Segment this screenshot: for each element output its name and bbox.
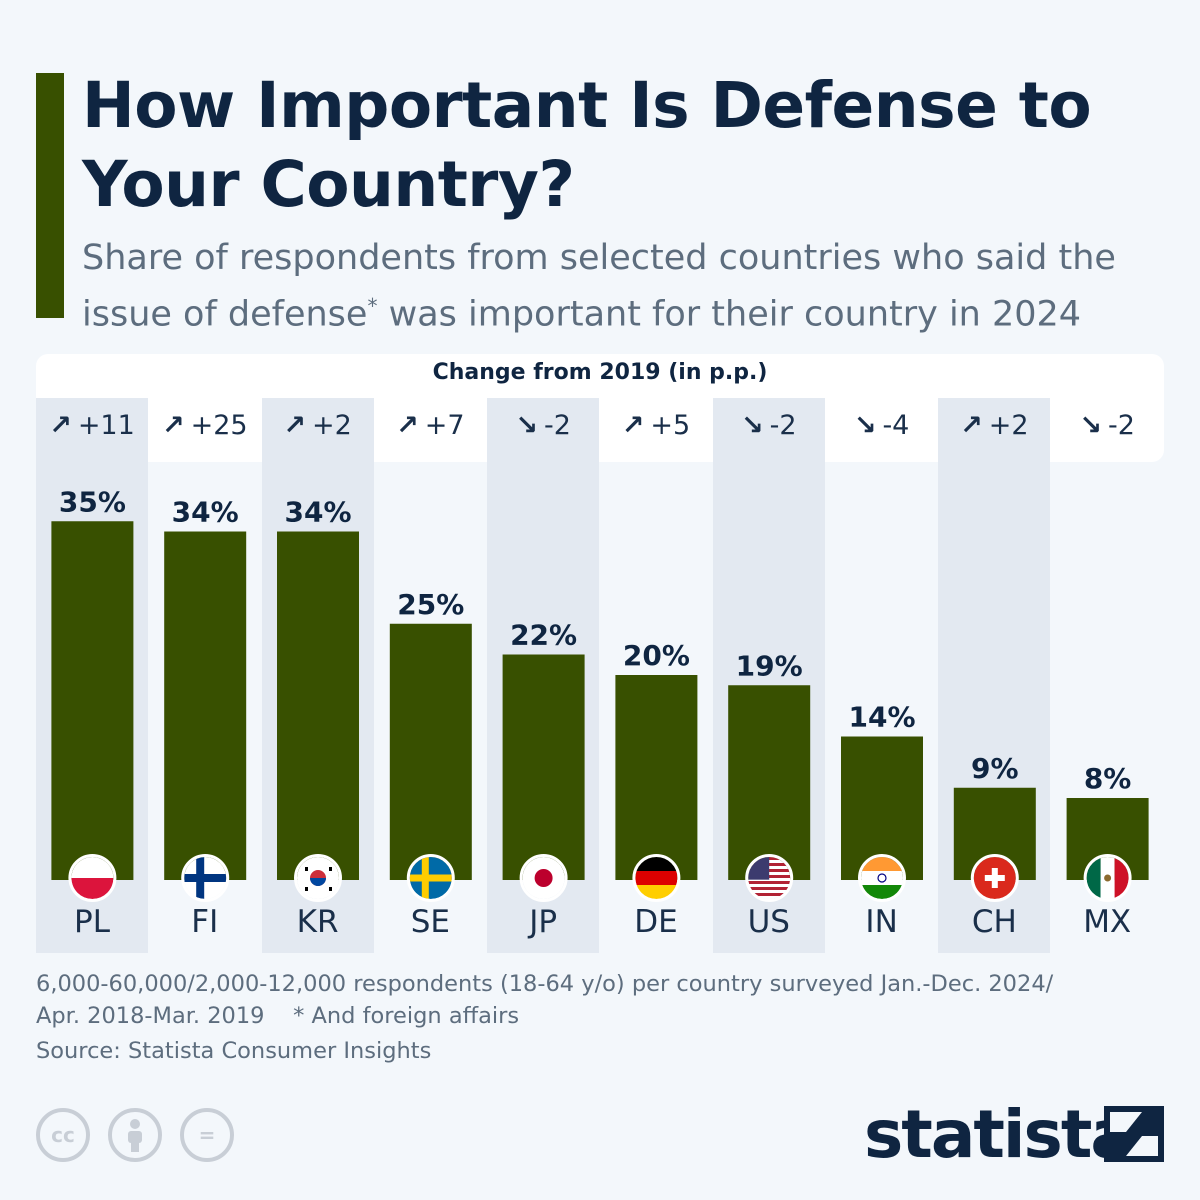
value-label: 9% — [971, 752, 1019, 785]
flag-ch-icon — [970, 854, 1019, 902]
bar-group: 8% — [1066, 762, 1149, 902]
change-value-text: +7 — [424, 410, 465, 441]
bar-group: 14% — [841, 701, 923, 902]
bar-pl — [51, 521, 134, 880]
bar-group: 9% — [953, 752, 1036, 902]
arrow-down-right-icon: ↘ — [1079, 410, 1103, 441]
arrow-down-right-icon: ↘ — [853, 410, 877, 441]
bar-group: 25% — [389, 588, 472, 902]
subtitle-text-end: was important for their country in 2024 — [377, 294, 1082, 335]
value-label: 35% — [59, 485, 126, 518]
change-value: ↗ +2 — [262, 410, 374, 441]
subtitle-footnote-mark: * — [367, 294, 378, 318]
value-label: 22% — [510, 619, 577, 652]
bar-kr — [277, 531, 359, 880]
change-value-text: +2 — [312, 410, 352, 441]
country-code-label: MX — [1083, 904, 1132, 940]
arrow-up-right-icon: ↗ — [49, 410, 72, 441]
change-value: ↗ +11 — [36, 410, 148, 441]
change-value-text: -4 — [882, 410, 910, 441]
methodology-note-line-2: Apr. 2018-Mar. 2019 * And foreign affair… — [36, 1003, 520, 1029]
change-value: ↘ -4 — [826, 410, 938, 441]
flag-mx-icon — [1083, 854, 1132, 902]
change-value: ↘ -2 — [1051, 410, 1163, 441]
flag-us-icon — [745, 854, 794, 902]
value-label: 34% — [172, 496, 239, 529]
value-label: 19% — [736, 649, 803, 682]
bar-group: 34% — [164, 496, 247, 902]
value-label: 20% — [623, 639, 690, 672]
methodology-note-line-1: 6,000-60,000/2,000-12,000 respondents (1… — [36, 971, 1054, 997]
arrow-up-right-icon: ↗ — [396, 410, 419, 441]
cc-license-icon[interactable]: cc — [36, 1108, 90, 1162]
change-value: ↘ -2 — [487, 410, 599, 441]
value-label: 14% — [848, 701, 915, 734]
flag-de-icon — [632, 854, 681, 902]
change-value-text: -2 — [769, 410, 797, 441]
attribution-icon[interactable] — [108, 1108, 162, 1162]
change-value: ↗ +7 — [374, 410, 486, 441]
bar-group: 34% — [277, 496, 359, 902]
bar-group: 35% — [51, 485, 134, 902]
country-code-label: SE — [410, 904, 451, 940]
change-value-text: -2 — [544, 410, 571, 441]
flag-pl-icon — [68, 854, 117, 902]
bar-group: 19% — [728, 649, 811, 902]
flag-se-icon — [406, 854, 455, 902]
arrow-up-right-icon: ↗ — [960, 410, 983, 441]
arrow-up-right-icon: ↗ — [621, 410, 645, 441]
flag-fi-icon — [181, 854, 230, 902]
source-text: Source: Statista Consumer Insights — [36, 1038, 432, 1064]
bar-jp — [502, 654, 585, 880]
country-code-label: PL — [74, 904, 110, 940]
arrow-down-right-icon: ↘ — [741, 410, 764, 441]
country-code-label: CH — [971, 904, 1017, 940]
person-icon — [128, 1119, 142, 1152]
bar-de — [615, 675, 698, 880]
change-value: ↗ +2 — [938, 410, 1050, 441]
bar-us — [728, 685, 811, 880]
bar-se — [389, 623, 472, 880]
country-code-label: US — [747, 904, 790, 940]
bar-group: 22% — [502, 619, 585, 902]
change-value-text: +2 — [988, 410, 1029, 441]
change-value-text: +11 — [77, 410, 135, 441]
change-value-text: +5 — [650, 410, 691, 441]
flag-jp-icon — [519, 854, 568, 902]
arrow-down-right-icon: ↘ — [515, 410, 539, 441]
country-code-label: DE — [634, 904, 678, 940]
country-code-label: FI — [191, 904, 219, 940]
bar-group: 20% — [615, 639, 698, 902]
country-code-label: JP — [529, 904, 558, 940]
change-value: ↘ -2 — [713, 410, 825, 441]
arrow-up-right-icon: ↗ — [161, 410, 185, 441]
value-label: 8% — [1084, 762, 1132, 795]
statista-logo-text[interactable]: statista — [864, 1096, 1135, 1173]
change-value-text: +25 — [190, 410, 248, 441]
country-code-label: IN — [865, 904, 898, 940]
flag-kr-icon — [294, 854, 342, 902]
no-derivatives-icon[interactable]: = — [180, 1108, 234, 1162]
arrow-up-right-icon: ↗ — [283, 410, 306, 441]
value-label: 34% — [284, 496, 351, 529]
title-accent-bar — [36, 73, 64, 318]
page-subtitle: Share of respondents from selected count… — [82, 234, 1182, 339]
value-label: 25% — [397, 588, 464, 621]
country-code-label: KR — [296, 904, 339, 940]
subtitle-text: Share of respondents from selected count… — [82, 238, 1116, 335]
methodology-note: 6,000-60,000/2,000-12,000 respondents (1… — [36, 968, 1156, 1032]
page-title: How Important Is Defense to Your Country… — [82, 69, 1092, 221]
change-header: Change from 2019 (in p.p.) — [432, 360, 768, 385]
change-value-text: -2 — [1108, 410, 1135, 441]
flag-in-icon — [858, 854, 906, 902]
bar-fi — [164, 531, 247, 880]
statista-logo-icon[interactable] — [1104, 1106, 1164, 1162]
change-value: ↗ +25 — [149, 410, 261, 441]
change-value: ↗ +5 — [600, 410, 712, 441]
